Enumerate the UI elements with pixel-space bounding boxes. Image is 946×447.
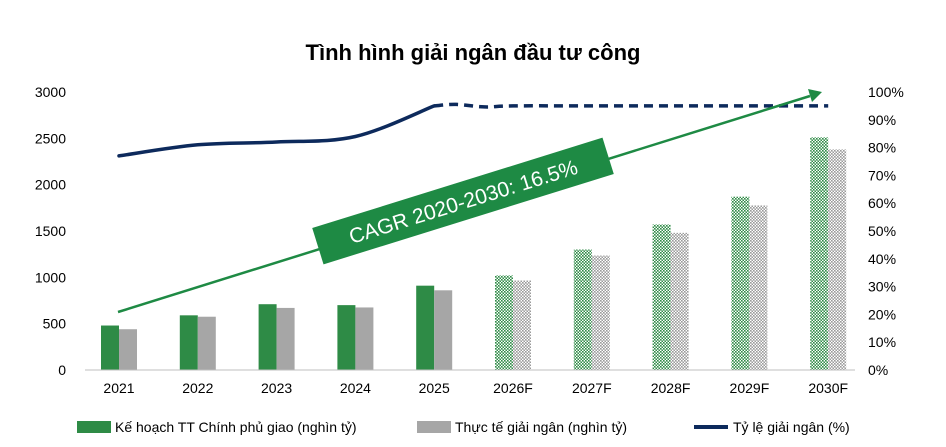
right-tick-label: 50%: [868, 223, 896, 239]
right-tick-label: 20%: [868, 306, 896, 322]
left-tick-label: 0: [58, 362, 66, 378]
bar-actual: [513, 280, 531, 370]
bar-actual: [276, 307, 295, 370]
bar-plan: [731, 196, 750, 370]
left-tick-label: 1500: [35, 223, 66, 239]
x-tick-label: 2025: [419, 380, 450, 396]
legend-swatch-actual: [417, 421, 451, 433]
legend-label-actual: Thực tế giải ngân (nghìn tỷ): [455, 419, 627, 435]
legend-label-plan: Kế hoạch TT Chính phủ giao (nghìn tỷ): [115, 419, 357, 435]
rate-line-actual: [117, 104, 436, 158]
right-axis-ticks: 0% 10% 20% 30% 40% 50% 60% 70% 80% 90% 100%: [868, 84, 904, 378]
right-tick-label: 80%: [868, 140, 896, 156]
cagr-arrow-head: [808, 89, 822, 102]
x-tick-label: 2030F: [808, 380, 848, 396]
bar-plan: [101, 325, 119, 370]
bar-actual: [197, 316, 216, 370]
x-tick-label: 2029F: [730, 380, 770, 396]
x-tick-label: 2028F: [651, 380, 691, 396]
x-tick-label: 2022: [182, 380, 213, 396]
bar-plan: [258, 304, 277, 370]
x-tick-label: 2024: [340, 380, 371, 396]
right-tick-label: 60%: [868, 195, 896, 211]
right-tick-label: 70%: [868, 167, 896, 183]
legend: Kế hoạch TT Chính phủ giao (nghìn tỷ) Th…: [77, 419, 850, 435]
bar-actual: [828, 149, 847, 370]
cagr-label: CAGR 2020-2030: 16.5%: [346, 156, 580, 249]
bar-plan: [810, 137, 829, 370]
x-tick-label: 2027F: [572, 380, 612, 396]
bar-plan: [573, 249, 592, 370]
bar-actual: [749, 205, 768, 370]
cagr-annotation: CAGR 2020-2030: 16.5%: [117, 89, 822, 314]
legend-label-rate: Tỷ lệ giải ngân (%): [733, 419, 850, 435]
bar-plan: [495, 275, 513, 370]
bar-actual: [434, 290, 453, 370]
legend-swatch-plan: [77, 421, 111, 433]
x-axis-ticks: 2021 2022 2023 2024 2025 2026F 2027F 2028F 2029F…: [103, 380, 848, 396]
bar-plan: [652, 224, 671, 370]
right-tick-label: 40%: [868, 251, 896, 267]
bar-actual: [591, 255, 610, 370]
right-tick-label: 100%: [868, 84, 904, 100]
right-tick-label: 0%: [868, 362, 888, 378]
left-tick-label: 1000: [35, 269, 66, 285]
bar-plan: [337, 305, 356, 370]
right-tick-label: 10%: [868, 334, 896, 350]
left-tick-label: 3000: [35, 84, 66, 100]
bar-actual: [119, 329, 137, 370]
rate-line: [117, 102, 829, 158]
x-tick-label: 2023: [261, 380, 292, 396]
chart-title: Tình hình giải ngân đầu tư công: [306, 40, 641, 65]
left-tick-label: 500: [43, 316, 67, 332]
bar-actual: [355, 307, 374, 370]
bar-plan: [416, 285, 435, 370]
rate-line-forecast: [434, 102, 829, 109]
bars: [101, 137, 847, 370]
left-tick-label: 2000: [35, 177, 66, 193]
x-tick-label: 2021: [103, 380, 134, 396]
left-tick-label: 2500: [35, 130, 66, 146]
bar-actual: [670, 232, 689, 370]
x-tick-label: 2026F: [493, 380, 533, 396]
left-axis-ticks: 0 500 1000 1500 2000 2500 3000: [35, 84, 66, 378]
bar-plan: [179, 315, 198, 370]
cagr-box: [312, 137, 614, 265]
right-tick-label: 90%: [868, 112, 896, 128]
right-tick-label: 30%: [868, 279, 896, 295]
